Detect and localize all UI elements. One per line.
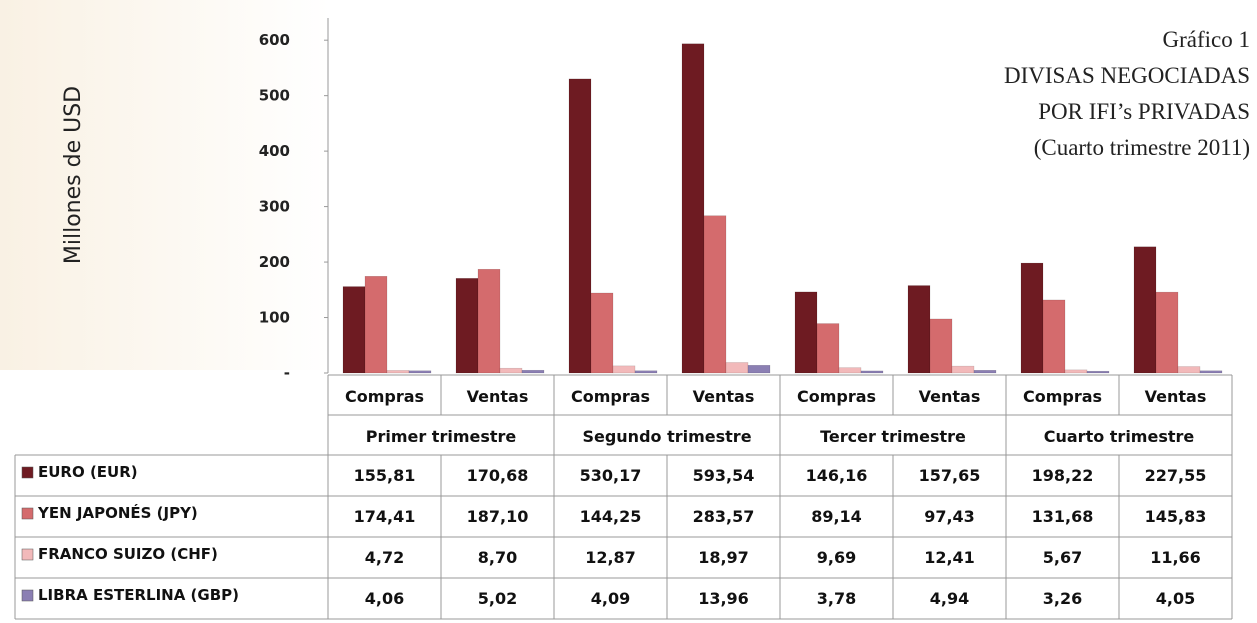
y-tick-label: 300 — [259, 198, 290, 216]
x-tick-label: Compras — [797, 387, 876, 406]
legend-swatch — [21, 548, 34, 561]
value-label: 4,09 — [591, 589, 630, 608]
bar — [816, 323, 840, 374]
group-label: Segundo trimestre — [582, 427, 751, 446]
bar — [1086, 370, 1110, 374]
bar — [590, 292, 614, 374]
bar — [951, 365, 975, 374]
value-label: 131,68 — [1032, 507, 1094, 526]
bar — [1177, 366, 1201, 374]
legend-label: LIBRA ESTERLINA (GBP) — [38, 586, 239, 604]
x-tick-label: Ventas — [693, 387, 755, 406]
value-label: 18,97 — [698, 548, 749, 567]
legend-label: FRANCO SUIZO (CHF) — [38, 545, 218, 563]
value-label: 12,41 — [924, 548, 975, 567]
bar — [838, 367, 862, 374]
bar — [1042, 299, 1066, 374]
value-label: 4,05 — [1156, 589, 1195, 608]
legend-swatch — [21, 589, 34, 602]
legend-swatch — [21, 466, 34, 479]
y-axis-label: Millones de USD — [61, 86, 86, 264]
bar — [747, 365, 771, 374]
group-label: Cuarto trimestre — [1044, 427, 1195, 446]
title-line: POR IFI’s PRIVADAS — [1038, 99, 1250, 124]
value-label: 157,65 — [919, 466, 981, 485]
value-label: 4,06 — [365, 589, 404, 608]
title-line: (Cuarto trimestre 2011) — [1034, 135, 1250, 160]
value-label: 4,72 — [365, 548, 404, 567]
bar — [794, 291, 818, 374]
bar — [1155, 291, 1179, 374]
x-tick-label: Compras — [571, 387, 650, 406]
bar — [499, 367, 523, 374]
value-label: 145,83 — [1145, 507, 1207, 526]
bar — [1199, 370, 1223, 374]
bar — [364, 276, 388, 374]
value-label: 227,55 — [1145, 466, 1207, 485]
value-label: 5,02 — [478, 589, 517, 608]
x-tick-label: Ventas — [467, 387, 529, 406]
title-line: Gráfico 1 — [1163, 27, 1251, 52]
value-label: 155,81 — [354, 466, 416, 485]
x-tick-label: Compras — [1023, 387, 1102, 406]
x-tick-label: Compras — [345, 387, 424, 406]
value-label: 198,22 — [1032, 466, 1094, 485]
value-label: 3,26 — [1043, 589, 1082, 608]
value-label: 144,25 — [580, 507, 642, 526]
title-line: DIVISAS NEGOCIADAS — [1004, 63, 1250, 88]
value-label: 3,78 — [817, 589, 856, 608]
legend-label: YEN JAPONÉS (JPY) — [37, 503, 198, 522]
bar — [1064, 369, 1088, 374]
bar — [1020, 262, 1044, 374]
bar — [342, 286, 366, 374]
y-tick-label: 400 — [259, 142, 290, 160]
bar — [973, 370, 997, 374]
value-label: 13,96 — [698, 589, 749, 608]
x-tick-label: Ventas — [1145, 387, 1207, 406]
y-tick-label: 600 — [259, 31, 290, 49]
value-label: 170,68 — [467, 466, 529, 485]
value-label: 11,66 — [1150, 548, 1201, 567]
value-label: 593,54 — [693, 466, 755, 485]
value-label: 174,41 — [354, 507, 416, 526]
legend-swatch — [21, 507, 34, 520]
x-tick-label: Ventas — [919, 387, 981, 406]
y-tick-label: - — [284, 364, 290, 382]
bar — [521, 369, 545, 374]
bar — [725, 362, 749, 374]
value-label: 9,69 — [817, 548, 856, 567]
value-label: 4,94 — [930, 589, 969, 608]
bar — [568, 78, 592, 374]
group-label: Primer trimestre — [366, 427, 517, 446]
background — [0, 0, 330, 370]
value-label: 146,16 — [806, 466, 868, 485]
bar — [907, 285, 931, 374]
y-tick-label: 100 — [259, 309, 290, 327]
bar — [612, 365, 636, 374]
bar — [455, 278, 479, 374]
bar — [703, 215, 727, 374]
bar — [1133, 246, 1157, 374]
bar — [386, 370, 410, 374]
bar — [929, 318, 953, 374]
bar — [860, 370, 884, 374]
value-label: 89,14 — [811, 507, 862, 526]
value-label: 283,57 — [693, 507, 755, 526]
bar — [408, 370, 432, 374]
y-tick-label: 500 — [259, 87, 290, 105]
value-label: 8,70 — [478, 548, 517, 567]
value-label: 187,10 — [467, 507, 529, 526]
value-label: 5,67 — [1043, 548, 1082, 567]
group-label: Tercer trimestre — [820, 427, 966, 446]
value-label: 97,43 — [924, 507, 975, 526]
bar — [681, 43, 705, 374]
value-label: 530,17 — [580, 466, 642, 485]
legend-label: EURO (EUR) — [38, 463, 138, 481]
y-tick-label: 200 — [259, 253, 290, 271]
value-label: 12,87 — [585, 548, 636, 567]
bar — [477, 268, 501, 374]
bar — [634, 370, 658, 374]
